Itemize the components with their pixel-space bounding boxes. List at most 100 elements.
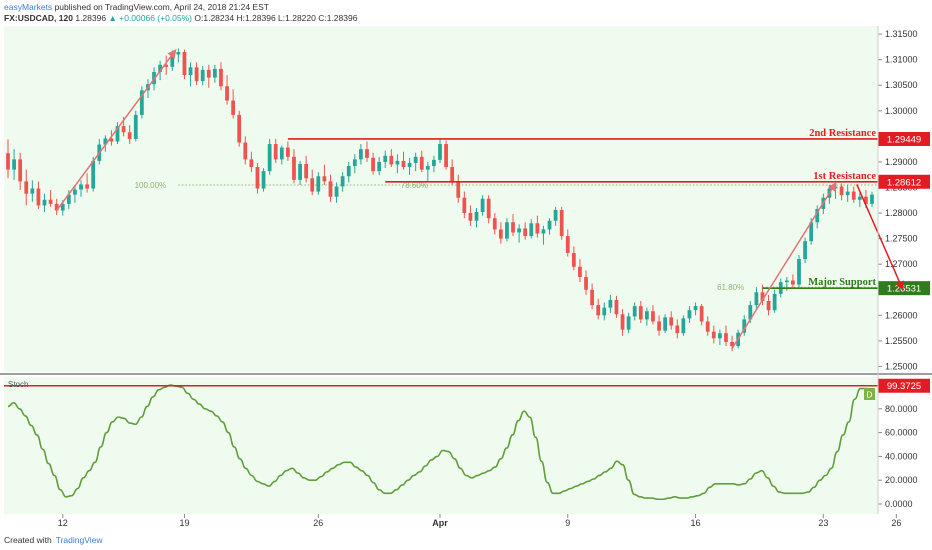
candle-body bbox=[602, 307, 607, 316]
trend-arrows bbox=[56, 49, 904, 349]
time-tick-label: 26 bbox=[313, 518, 323, 528]
level-price-label: 1.26531 bbox=[887, 284, 921, 295]
published-text: published on TradingView.com, April 24, … bbox=[54, 2, 269, 12]
candle-body bbox=[845, 191, 850, 196]
candle-body bbox=[468, 213, 473, 221]
time-axis[interactable]: 121926Apr9162326May bbox=[58, 514, 932, 528]
fib-retracement: 100.00% 78.60% 61.80% bbox=[135, 181, 878, 292]
candle-body bbox=[450, 167, 455, 182]
candle-body bbox=[206, 69, 211, 78]
candle-body bbox=[535, 223, 540, 234]
candle-body bbox=[346, 166, 351, 177]
time-tick-label: Apr bbox=[432, 518, 448, 528]
candle-body bbox=[632, 306, 637, 317]
candle-body bbox=[158, 64, 162, 72]
time-tick-label: 9 bbox=[565, 518, 570, 528]
candle-body bbox=[115, 126, 120, 142]
candle-body bbox=[419, 156, 424, 170]
candle-body bbox=[395, 160, 400, 165]
candle-body bbox=[657, 321, 661, 331]
level-name: Major Support bbox=[808, 277, 876, 288]
candle-body bbox=[432, 159, 436, 167]
candle-body bbox=[334, 186, 339, 197]
projection-arrow bbox=[856, 184, 904, 291]
level-price-label: 1.29449 bbox=[887, 134, 921, 145]
candle-body bbox=[663, 317, 668, 331]
candle-body bbox=[188, 67, 193, 76]
candle-body bbox=[571, 252, 576, 267]
candle-body bbox=[791, 280, 795, 285]
stoch-line bbox=[7, 384, 873, 501]
price-tick-label: 1.27000 bbox=[885, 259, 918, 269]
candle-body bbox=[304, 163, 309, 179]
symbol-label: FX:USDCAD, 120 bbox=[4, 13, 73, 23]
candle-body bbox=[352, 159, 357, 167]
candle-body bbox=[590, 289, 594, 306]
candle-body bbox=[864, 196, 868, 204]
author-link[interactable]: easyMarkets bbox=[4, 2, 53, 12]
stoch-tick-label: 80.0000 bbox=[885, 404, 918, 414]
candle-body bbox=[212, 68, 217, 78]
time-tick-label: 16 bbox=[691, 518, 701, 528]
candle-body bbox=[340, 176, 345, 187]
level-price-badge bbox=[878, 281, 930, 296]
candle-body bbox=[784, 280, 789, 283]
candle-body bbox=[809, 222, 814, 242]
candle-body bbox=[511, 222, 515, 233]
candle-body bbox=[614, 299, 619, 315]
level-price-label: 1.28612 bbox=[887, 177, 921, 188]
candle-body bbox=[870, 194, 874, 204]
candle-body bbox=[48, 199, 53, 204]
candle-body bbox=[559, 209, 564, 237]
candle-body bbox=[133, 114, 138, 139]
candle-body bbox=[651, 311, 655, 322]
price-tick-label: 1.30500 bbox=[885, 80, 918, 90]
candle-body bbox=[225, 86, 229, 101]
stoch-indicator: 99.3725 Stoch D bbox=[4, 378, 930, 501]
level-name: 2nd Resistance bbox=[809, 128, 876, 139]
candle-body bbox=[73, 189, 77, 195]
candle-body bbox=[359, 149, 363, 160]
candle-body bbox=[18, 159, 23, 182]
candle-body bbox=[42, 199, 47, 206]
price-tick-label: 1.28000 bbox=[885, 208, 918, 218]
tradingview-logo[interactable]: TradingView bbox=[55, 535, 103, 545]
candle-body bbox=[754, 292, 759, 306]
fib-label: 78.60% bbox=[401, 181, 428, 190]
candle-body bbox=[371, 157, 375, 172]
candle-body bbox=[365, 149, 369, 158]
ohlc-values: O:1.28234 H:1.28396 L:1.28220 C:1.28396 bbox=[194, 13, 358, 23]
candle-body bbox=[766, 301, 771, 311]
uptrend-arrow-2 bbox=[731, 181, 837, 349]
price-axis[interactable]: 1.315001.310001.305001.300001.295001.290… bbox=[878, 29, 918, 371]
candles bbox=[6, 48, 874, 352]
candle-body bbox=[413, 156, 418, 163]
candle-body bbox=[200, 69, 205, 82]
candle-body bbox=[298, 163, 302, 180]
candle-body bbox=[310, 178, 315, 192]
candle-body bbox=[693, 306, 698, 311]
candle-body bbox=[578, 266, 582, 277]
time-tick-label: 26 bbox=[891, 518, 901, 528]
candle-body bbox=[30, 188, 35, 194]
candle-body bbox=[797, 259, 801, 285]
candle-body bbox=[182, 52, 187, 76]
candle-body bbox=[803, 241, 807, 260]
candle-body bbox=[103, 138, 108, 145]
time-tick-label: 19 bbox=[179, 518, 189, 528]
candle-body bbox=[316, 176, 321, 192]
symbol-info: FX:USDCAD, 120 1.28396 ▲ +0.00066 (+0.05… bbox=[4, 13, 357, 23]
candle-body bbox=[815, 208, 820, 223]
candle-body bbox=[24, 181, 29, 194]
candle-body bbox=[425, 166, 430, 170]
candle-body bbox=[261, 171, 266, 189]
candle-body bbox=[486, 198, 491, 219]
stoch-tick-label: 40.0000 bbox=[885, 451, 918, 461]
candle-body bbox=[273, 144, 278, 160]
support-resistance-levels: 2nd Resistance 1.29449 1st Resistance 1.286… bbox=[287, 128, 930, 296]
candle-body bbox=[219, 68, 223, 87]
candle-body bbox=[675, 325, 680, 334]
candle-body bbox=[170, 54, 175, 67]
candle-body bbox=[389, 155, 394, 165]
